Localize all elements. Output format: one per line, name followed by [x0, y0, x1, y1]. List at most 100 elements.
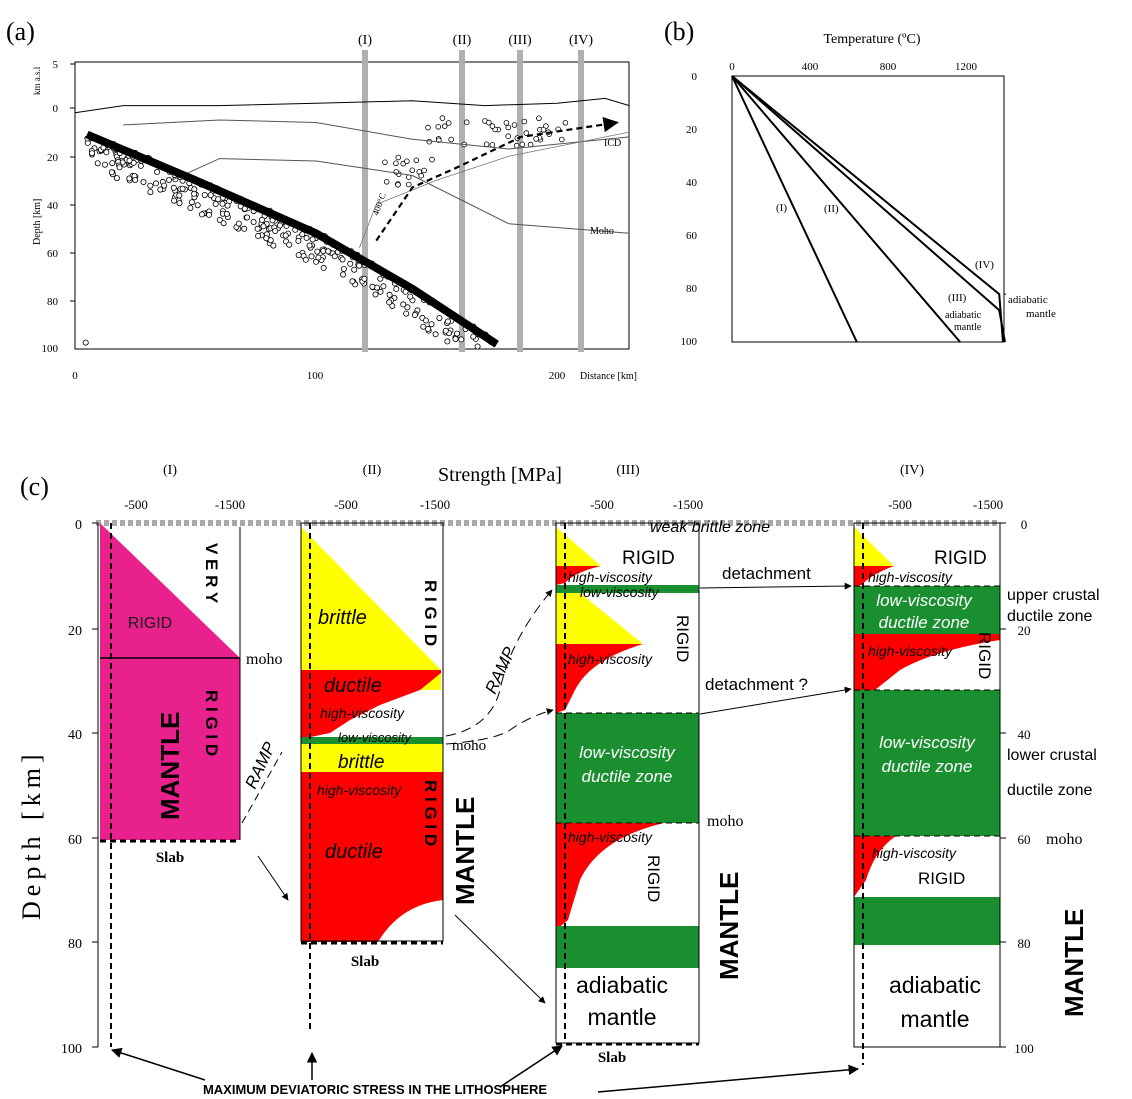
hypocentre — [429, 156, 435, 163]
panel-b-y-tick-0: 0 — [692, 71, 698, 83]
column-3-mantle: MANTLE — [714, 872, 744, 980]
hypocentre — [356, 262, 363, 269]
hypocentre — [409, 167, 416, 174]
column-3-high-viscosity-3: high-viscosity — [568, 829, 653, 845]
hypocentre — [315, 254, 322, 261]
hypocentre — [425, 325, 432, 332]
panel-c-profile-label-4: (IV) — [900, 463, 924, 478]
hypocentre — [422, 317, 429, 324]
hypocentre — [101, 161, 108, 168]
column-3-high-viscosity-2: high-viscosity — [568, 651, 653, 667]
hypocentre — [165, 176, 172, 183]
column-1-mantle: MANTLE — [155, 712, 185, 820]
column-4-low-visc-upper — [854, 586, 1000, 634]
c-tick-2a: -500 — [334, 497, 358, 512]
panel-a-y-unit-top: km a.s.l — [32, 66, 42, 95]
column-2-brittle-1 — [301, 527, 441, 690]
hypocentre — [194, 202, 201, 209]
hypocentre — [442, 327, 449, 334]
hypocentre — [314, 248, 321, 255]
column-1: RIGID V E R Y R I G I D MANTLE moho Slab… — [100, 523, 282, 1047]
hypocentre — [339, 256, 346, 263]
panel-b-geotherms — [731, 75, 1006, 343]
right-depth-tick-0: 0 — [1021, 517, 1028, 532]
connectors: detachment detachment ? — [257, 564, 852, 1004]
hypocentre — [386, 291, 393, 298]
column-4-low-visc-upper-2: ductile zone — [879, 613, 970, 632]
hypocentre — [421, 167, 427, 174]
hypocentre — [116, 164, 123, 171]
column-3-brittle-1 — [556, 527, 601, 566]
right-depth-tick-80: 80 — [1018, 936, 1031, 951]
column-3-high-viscosity-1: high-viscosity — [568, 569, 653, 585]
depth-tick-20: 20 — [68, 624, 82, 639]
hypocentre — [503, 120, 510, 126]
panel-a-x-tick-100: 100 — [307, 370, 324, 382]
earthquake-scatter — [82, 115, 569, 350]
column-2-ductile-label-2: ductile — [325, 841, 383, 863]
column-4-low-visc-lower-2: ductile zone — [882, 757, 973, 776]
panel-b-y-tick-80: 80 — [686, 283, 698, 295]
column-2-high-viscosity-1: high-viscosity — [320, 705, 405, 721]
hypocentre — [137, 162, 144, 169]
geotherm-label-3: (III) — [948, 292, 967, 304]
max-stress-arrow-4 — [597, 1064, 860, 1093]
hypocentre — [89, 150, 96, 157]
hypocentre — [386, 299, 393, 306]
column-2: brittle ductile high-viscosity low-visco… — [300, 522, 486, 1030]
column-2-frame — [300, 522, 444, 942]
column-3-brittle-2 — [556, 593, 643, 644]
panel-a-x-label: Distance [km] — [580, 371, 637, 382]
hypocentre — [540, 127, 547, 133]
hypocentre — [393, 285, 400, 292]
hypocentre — [170, 184, 177, 191]
detachment-arrow-2 — [699, 686, 852, 715]
column-3-high-visc-1 — [556, 566, 601, 585]
geotherm-line-4 — [731, 75, 1004, 343]
hypocentre — [347, 260, 354, 267]
hypocentre — [308, 253, 315, 260]
max-stress-label: MAXIMUM DEVIATORIC STRESS IN THE LITHOSP… — [203, 1082, 547, 1097]
hypocentre — [176, 192, 183, 199]
hypocentre — [212, 200, 219, 207]
hypocentre — [413, 157, 420, 164]
hypocentre — [483, 141, 490, 148]
profile-bar-2 — [459, 50, 465, 352]
adiabatic-label-right-2: mantle — [1026, 308, 1056, 320]
column-3-slab: Slab — [598, 1050, 626, 1066]
hypocentre — [407, 293, 414, 300]
ramp-1-label: RAMP — [241, 739, 279, 792]
c-tick-3b: -1500 — [673, 497, 703, 512]
hypocentre — [223, 210, 230, 217]
hypocentre — [452, 335, 459, 342]
hypocentre — [103, 149, 110, 156]
hypocentre — [126, 175, 133, 182]
hypocentre — [405, 181, 412, 188]
geotherm-label-4: (IV) — [975, 259, 994, 271]
hypocentre — [558, 136, 565, 143]
column-4-brittle — [854, 527, 894, 566]
hypocentre — [224, 202, 231, 209]
hypocentre — [126, 157, 133, 164]
panel-a-y-tick-80: 80 — [47, 296, 59, 308]
lower-crustal-2: ductile zone — [1007, 782, 1092, 799]
column-3-low-visc-dz-1: low-viscosity — [579, 743, 676, 762]
hypocentre — [439, 115, 446, 121]
column-3: RIGID high-viscosity low-viscosity RIGID… — [481, 522, 744, 1066]
hypocentre — [260, 223, 267, 230]
hypocentre — [205, 211, 212, 218]
hypocentre — [255, 232, 262, 239]
column-3-rigid: RIGID — [622, 548, 675, 569]
hypocentre — [244, 214, 251, 221]
hypocentre — [295, 252, 302, 259]
column-4-frame — [853, 522, 1001, 1048]
hypocentre — [306, 242, 313, 249]
moho-line — [171, 158, 630, 234]
hypocentre — [272, 227, 279, 234]
hypocentre — [132, 176, 139, 183]
c-tick-2b: -1500 — [420, 497, 450, 512]
panel-c-profile-label-2: (II) — [363, 463, 382, 478]
column-4-high-visc-2 — [854, 634, 1000, 690]
column-1-slab: Slab — [156, 850, 184, 866]
column-3-low-visc-dz — [556, 713, 699, 823]
